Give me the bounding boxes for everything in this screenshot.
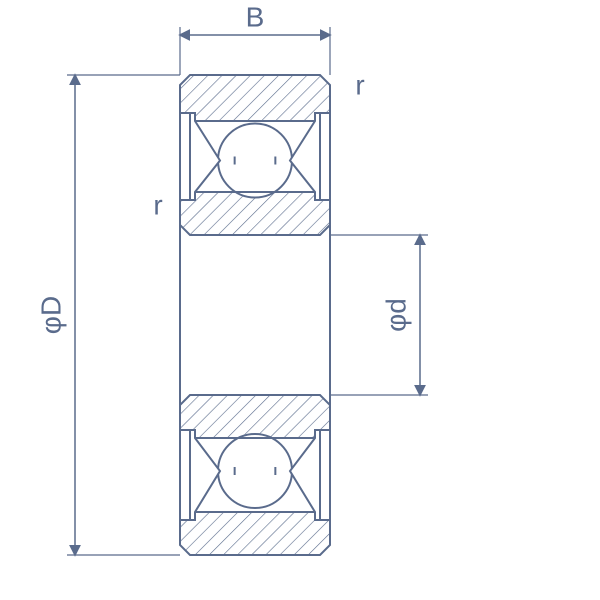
- dim-label: r: [153, 189, 162, 220]
- bearing-cross-section-diagram: φD φd Br r: [0, 0, 600, 600]
- dim-label: φD: [35, 296, 66, 334]
- dim-label: B: [246, 1, 265, 32]
- dim-label: r: [355, 69, 364, 100]
- dim-label: φd: [380, 298, 411, 332]
